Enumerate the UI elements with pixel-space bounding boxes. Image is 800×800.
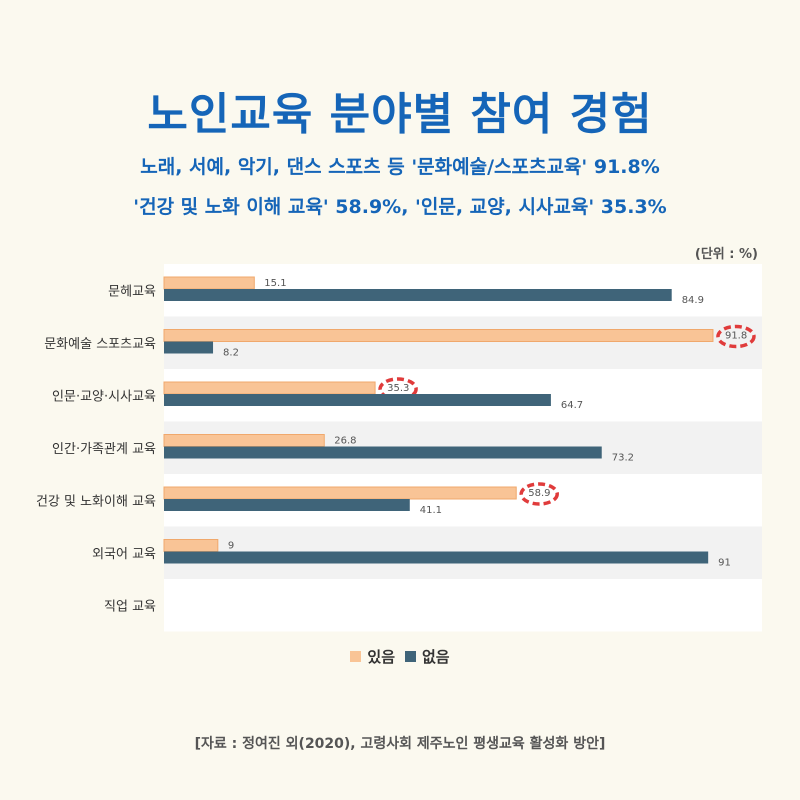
bar-no — [164, 499, 410, 511]
row-band — [164, 579, 762, 632]
category-label: 인간·가족관계 교육 — [52, 442, 156, 457]
data-label: 91.8 — [725, 331, 747, 342]
bar-yes — [163, 539, 219, 552]
bar-yes — [163, 276, 255, 290]
bar-no — [164, 394, 551, 406]
source-note: [자료 : 정여진 외(2020), 고령사회 제주노인 평생교육 활성화 방안… — [194, 736, 606, 752]
data-label: 35.3 — [387, 383, 409, 394]
legend-swatch-no — [405, 651, 416, 662]
data-label: 73.2 — [612, 453, 634, 464]
bar-yes — [163, 486, 517, 500]
bar-no — [164, 551, 709, 564]
legend-item-yes: 있음 — [350, 646, 395, 667]
highlight-circle — [716, 324, 756, 349]
legend-item-no: 없음 — [405, 646, 450, 667]
data-label: 8.2 — [223, 348, 239, 359]
chart-subtitle-line-2: '건강 및 노화 이해 교육' 58.9%, '인문, 교양, 시사교육' 35… — [133, 196, 667, 218]
legend: 있음 없음 — [0, 646, 800, 667]
category-label: 문화예술 스포츠교육 — [44, 337, 156, 352]
legend-label-no: 없음 — [422, 648, 450, 666]
data-label: 41.1 — [420, 505, 442, 516]
legend-label-yes: 있음 — [367, 648, 395, 666]
bar-yes — [163, 329, 714, 342]
bar-no — [164, 446, 602, 459]
category-label: 문헤교육 — [108, 284, 156, 299]
data-label: 26.8 — [334, 436, 356, 447]
bar-no — [164, 341, 214, 354]
data-label: 91 — [718, 558, 731, 569]
row-band — [164, 316, 762, 369]
bar-yes — [163, 434, 325, 447]
unit-label: (단위 : %) — [694, 247, 758, 262]
chart-title: 노인교육 분야별 참여 경험 — [147, 89, 653, 140]
data-label: 84.9 — [682, 295, 704, 306]
category-label: 건강 및 노화이해 교육 — [36, 494, 156, 509]
data-label: 9 — [228, 541, 234, 552]
highlight-circle — [519, 482, 559, 506]
category-label: 외국어 교육 — [92, 547, 156, 562]
category-label: 직업 교육 — [104, 599, 156, 614]
data-label: 15.1 — [264, 278, 286, 289]
bar-yes — [163, 381, 376, 395]
chart-subtitle-line-1: 노래, 서예, 악기, 댄스 스포츠 등 '문화예술/스포츠교육' 91.8% — [140, 156, 660, 178]
data-label: 64.7 — [561, 400, 583, 411]
category-label: 인문·교양·시사교육 — [52, 389, 156, 404]
legend-swatch-yes — [350, 651, 362, 662]
bar-no — [164, 289, 672, 301]
data-label: 58.9 — [528, 488, 550, 499]
